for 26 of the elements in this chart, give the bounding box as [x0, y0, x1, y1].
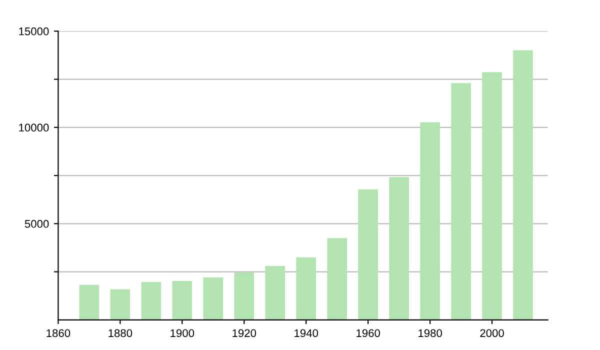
y-tick-label: 10000 [19, 124, 49, 132]
x-tick-label: 1940 [294, 329, 318, 338]
x-tick-label: 1880 [108, 329, 132, 338]
bar [327, 238, 347, 320]
bar [482, 72, 502, 320]
x-tick-label: 1920 [232, 329, 256, 338]
x-tick-label: 1900 [170, 329, 194, 338]
x-tick-label: 1960 [356, 329, 380, 338]
bar [172, 281, 192, 320]
bar [389, 177, 409, 320]
bar [358, 189, 378, 320]
y-tick-label: 5000 [24, 220, 49, 228]
bar [296, 257, 316, 320]
bar [110, 289, 130, 320]
bar [203, 278, 224, 320]
bar [513, 50, 533, 320]
bar [451, 83, 471, 320]
bar [265, 266, 286, 320]
bar [420, 122, 440, 320]
x-tick-label: 1980 [418, 329, 442, 338]
bar [141, 282, 162, 320]
x-tick-label: 2000 [480, 329, 504, 338]
x-tick-label: 1860 [46, 329, 70, 338]
bar [234, 272, 254, 320]
bar [79, 284, 100, 320]
y-tick-label: 15000 [19, 27, 49, 36]
